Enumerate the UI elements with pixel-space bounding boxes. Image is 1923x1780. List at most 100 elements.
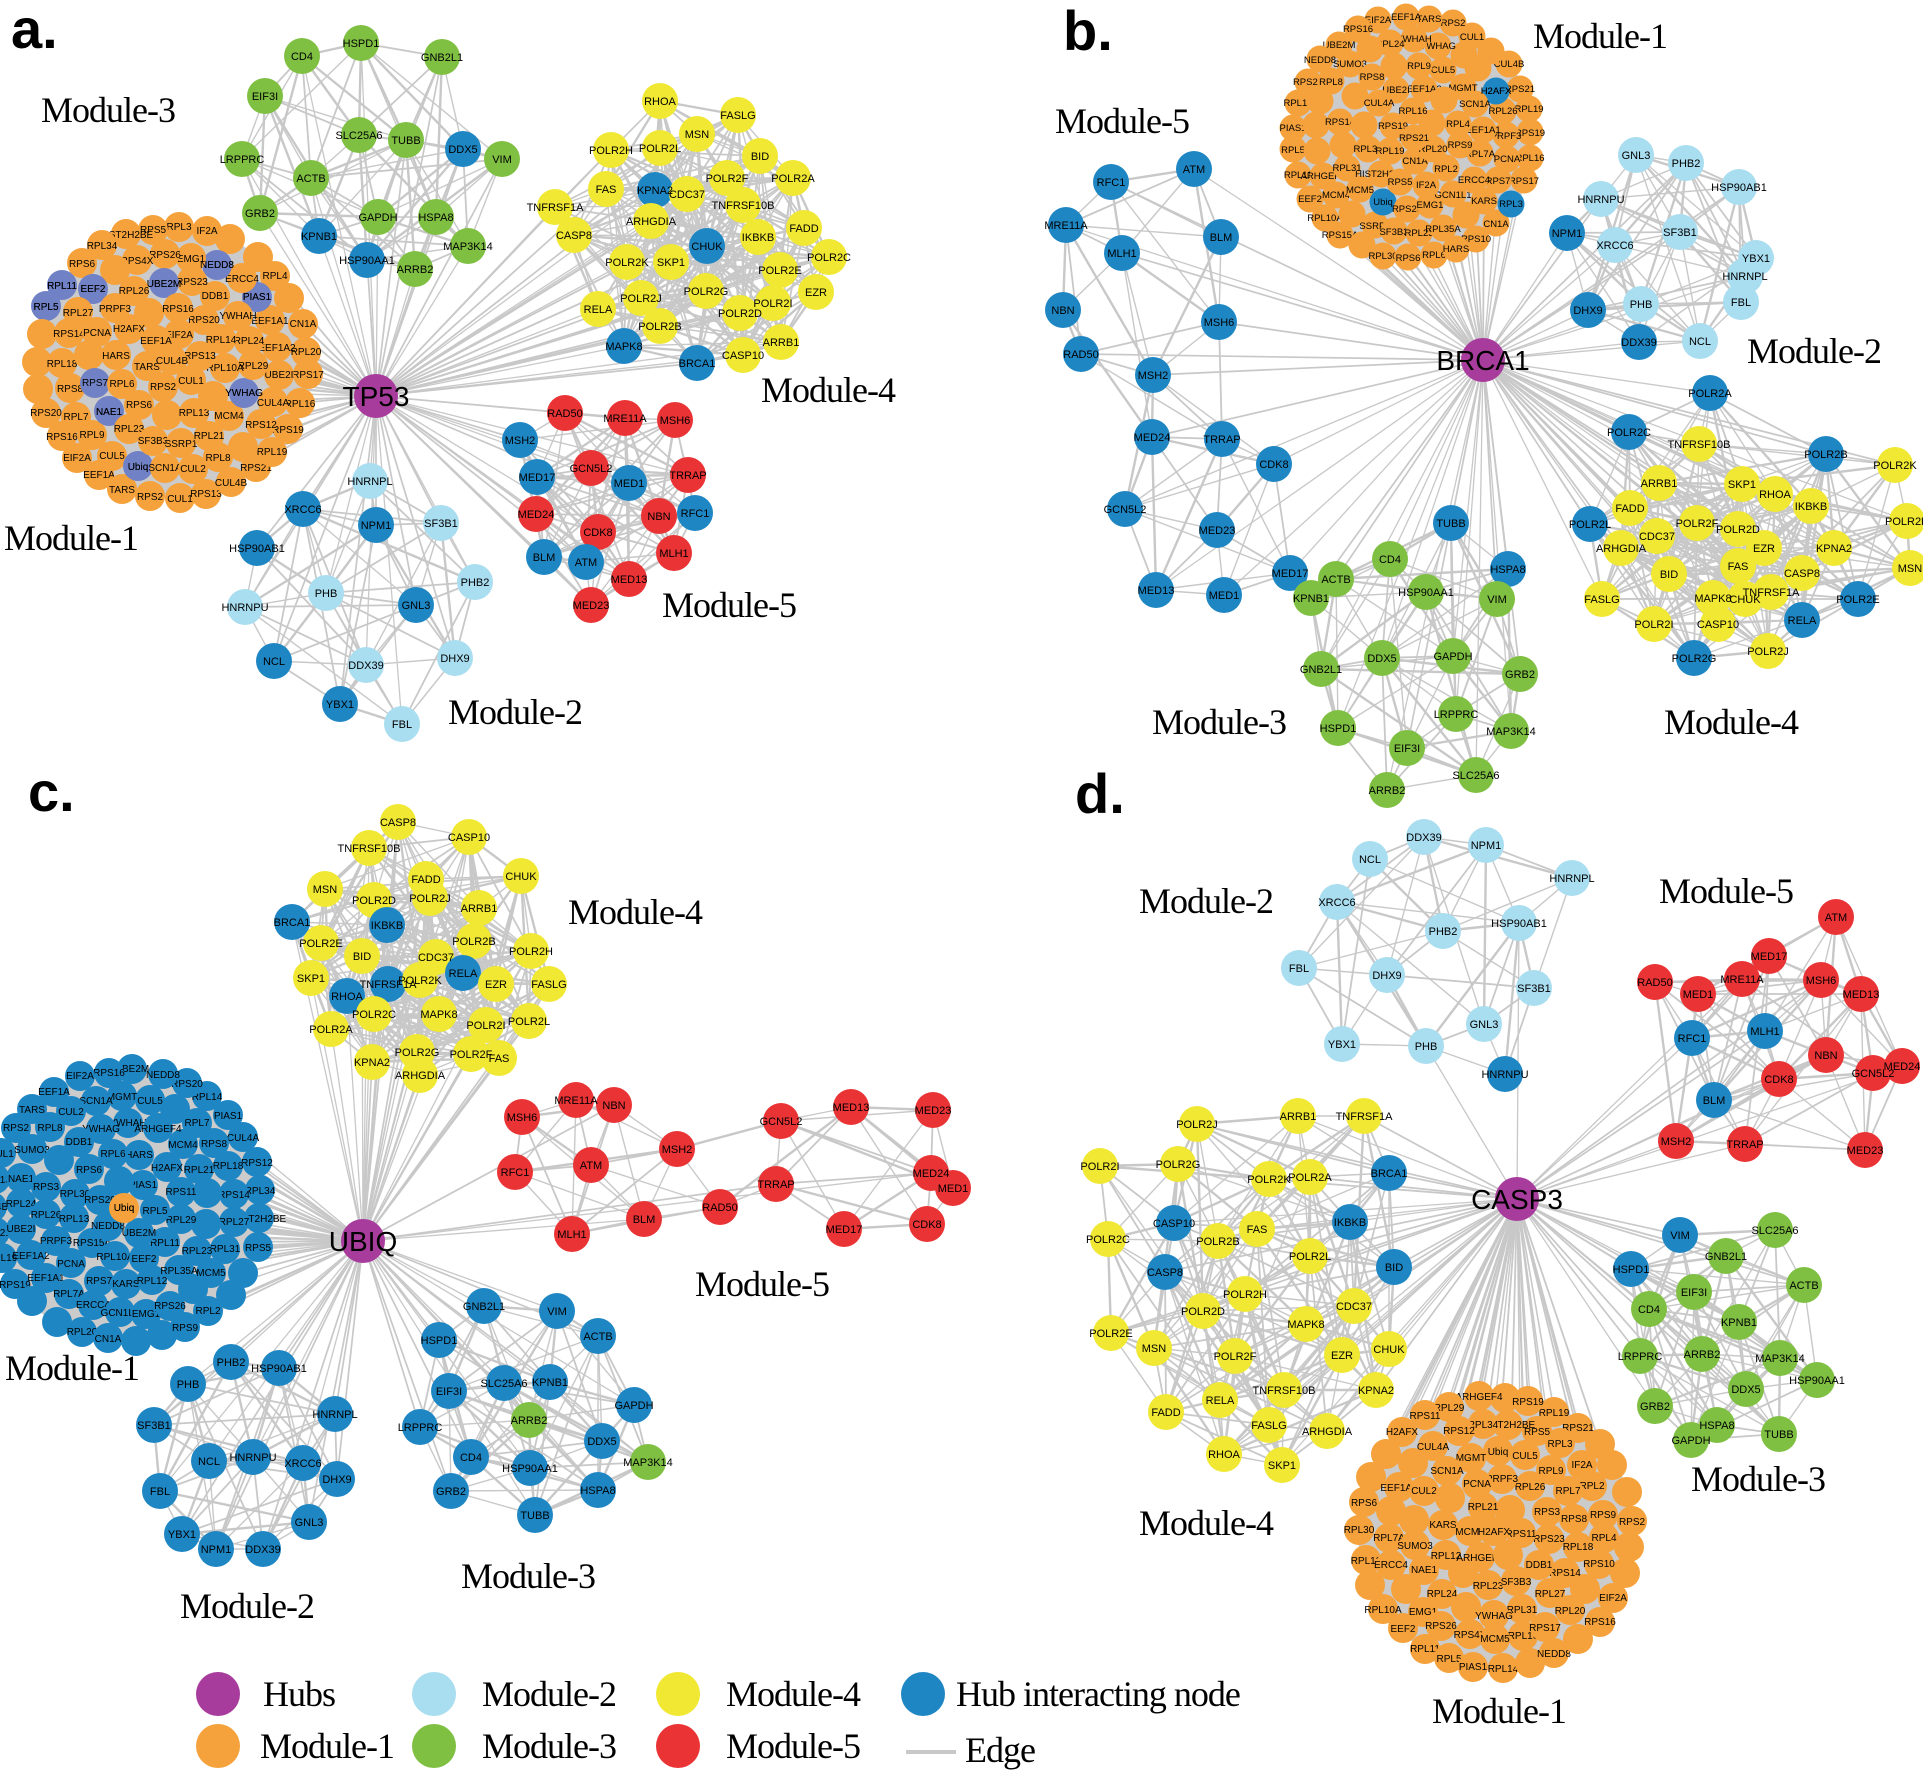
svg-text:RPL14: RPL14 xyxy=(192,1092,223,1103)
svg-text:CN1A: CN1A xyxy=(1483,219,1509,230)
svg-text:RPL34: RPL34 xyxy=(1468,1420,1499,1431)
svg-text:RPS13: RPS13 xyxy=(184,351,216,362)
svg-text:HNRNPU: HNRNPU xyxy=(1481,1069,1528,1081)
svg-text:RPL19: RPL19 xyxy=(1514,104,1543,115)
svg-text:RPL8: RPL8 xyxy=(205,453,230,464)
svg-text:POLR2H: POLR2H xyxy=(1885,516,1923,528)
svg-text:RPL18: RPL18 xyxy=(213,1161,244,1172)
svg-text:RPL21: RPL21 xyxy=(1468,1502,1499,1513)
svg-text:MSN: MSN xyxy=(1898,563,1923,575)
svg-text:RPL35A: RPL35A xyxy=(1425,224,1461,235)
svg-text:RPL21: RPL21 xyxy=(194,431,225,442)
svg-text:CD4: CD4 xyxy=(1638,1304,1660,1316)
svg-text:SF3B3: SF3B3 xyxy=(1379,227,1408,238)
svg-text:POLR2G: POLR2G xyxy=(1672,653,1717,665)
svg-text:RPS3: RPS3 xyxy=(33,1182,60,1193)
svg-text:EIF3I: EIF3I xyxy=(252,91,278,103)
svg-text:RPS19: RPS19 xyxy=(0,1280,31,1291)
svg-text:PRPF3: PRPF3 xyxy=(40,1236,73,1247)
svg-text:HSP90AA1: HSP90AA1 xyxy=(339,255,395,267)
svg-text:EEF1A: EEF1A xyxy=(1391,12,1422,23)
svg-text:EEF1A: EEF1A xyxy=(38,1087,70,1098)
svg-text:RPL26: RPL26 xyxy=(1515,1482,1546,1493)
svg-text:MRE11A: MRE11A xyxy=(554,1095,598,1107)
svg-text:RPL16: RPL16 xyxy=(1508,1631,1539,1642)
svg-text:TRRAP: TRRAP xyxy=(1203,434,1240,446)
svg-text:POLR2D: POLR2D xyxy=(1181,1306,1225,1318)
svg-text:POLR2K: POLR2K xyxy=(605,257,649,269)
svg-text:IKBKB: IKBKB xyxy=(1795,501,1827,513)
svg-text:POLR2F: POLR2F xyxy=(706,173,749,185)
svg-text:MAPK8: MAPK8 xyxy=(1287,1319,1324,1331)
svg-text:YBX1: YBX1 xyxy=(326,699,354,711)
svg-text:NAE1: NAE1 xyxy=(1411,1565,1438,1576)
svg-text:RPS5: RPS5 xyxy=(1524,1427,1551,1438)
svg-text:ARHGEF4: ARHGEF4 xyxy=(1455,1392,1503,1403)
svg-text:POLR2I: POLR2I xyxy=(1634,619,1673,631)
svg-text:HSP90AA1: HSP90AA1 xyxy=(1789,1375,1845,1387)
svg-text:H2AFX: H2AFX xyxy=(151,1163,184,1174)
svg-text:DDX39: DDX39 xyxy=(245,1544,280,1556)
svg-text:IKBKB: IKBKB xyxy=(371,920,403,932)
svg-text:RPS26: RPS26 xyxy=(1425,1621,1457,1632)
svg-text:Module-3: Module-3 xyxy=(482,1726,616,1766)
svg-text:Ubiq: Ubiq xyxy=(1373,197,1393,208)
svg-text:PHB: PHB xyxy=(1415,1041,1438,1053)
svg-text:POLR2E: POLR2E xyxy=(1836,594,1879,606)
svg-text:MCM5: MCM5 xyxy=(196,1268,226,1279)
svg-text:PRPF3: PRPF3 xyxy=(1486,1474,1519,1485)
svg-text:DDX5: DDX5 xyxy=(448,144,477,156)
svg-text:IKBKB: IKBKB xyxy=(1334,1217,1366,1229)
svg-text:CUL4B: CUL4B xyxy=(1494,59,1525,70)
svg-text:MCM4: MCM4 xyxy=(168,1140,198,1151)
svg-text:PIAS1: PIAS1 xyxy=(243,292,272,303)
svg-text:RPL14: RPL14 xyxy=(1488,1664,1519,1675)
svg-text:TNFRSF10B: TNFRSF10B xyxy=(1668,439,1731,451)
svg-text:RHOA: RHOA xyxy=(1208,1449,1240,1461)
svg-text:RPL18: RPL18 xyxy=(1563,1542,1594,1553)
svg-text:ARHGDIA: ARHGDIA xyxy=(1302,1426,1353,1438)
svg-text:MED13: MED13 xyxy=(1843,989,1880,1001)
svg-text:POLR2L: POLR2L xyxy=(639,143,681,155)
svg-text:HNRNPL: HNRNPL xyxy=(347,476,392,488)
svg-text:PCNA: PCNA xyxy=(57,1259,85,1270)
svg-text:FAS: FAS xyxy=(489,1053,510,1065)
svg-text:KPNA2: KPNA2 xyxy=(354,1057,390,1069)
svg-text:GNL3: GNL3 xyxy=(295,1517,324,1529)
svg-text:FASLG: FASLG xyxy=(720,110,755,122)
svg-text:POLR2B: POLR2B xyxy=(452,936,495,948)
svg-text:SUMO3: SUMO3 xyxy=(1397,1541,1433,1552)
svg-text:RPS16: RPS16 xyxy=(162,304,194,315)
svg-text:RPL9: RPL9 xyxy=(79,430,104,441)
svg-text:NEDD8: NEDD8 xyxy=(200,260,234,271)
svg-text:HSPA8: HSPA8 xyxy=(580,1485,615,1497)
svg-text:EEF2: EEF2 xyxy=(1298,194,1322,205)
svg-text:RPS20: RPS20 xyxy=(171,1079,203,1090)
svg-text:MAP3K14: MAP3K14 xyxy=(1755,1353,1805,1365)
svg-text:POLR2H: POLR2H xyxy=(589,145,633,157)
svg-text:POLR2L: POLR2L xyxy=(1289,1251,1331,1263)
svg-text:RPS23: RPS23 xyxy=(176,277,208,288)
svg-text:HSP90AA1: HSP90AA1 xyxy=(1398,587,1454,599)
svg-text:RPL13: RPL13 xyxy=(179,408,210,419)
svg-text:XRCC6: XRCC6 xyxy=(1596,240,1633,252)
svg-text:POLR2A: POLR2A xyxy=(1288,1172,1332,1184)
svg-text:EEF1A: EEF1A xyxy=(83,470,115,481)
svg-text:CDC37: CDC37 xyxy=(418,952,454,964)
svg-text:CUL4B: CUL4B xyxy=(156,356,189,367)
svg-text:PIAS1: PIAS1 xyxy=(1459,1662,1488,1673)
svg-text:RPS5: RPS5 xyxy=(245,1243,272,1254)
svg-text:RPL7A: RPL7A xyxy=(1373,1533,1405,1544)
svg-text:RPL3: RPL3 xyxy=(1499,199,1523,210)
svg-text:ATM: ATM xyxy=(1825,912,1847,924)
svg-text:RHOA: RHOA xyxy=(644,96,676,108)
svg-text:HARS: HARS xyxy=(125,1150,153,1161)
svg-text:MED23: MED23 xyxy=(573,600,610,612)
svg-text:a.: a. xyxy=(11,0,58,60)
svg-text:UBE2M: UBE2M xyxy=(115,1064,149,1075)
svg-text:DDX39: DDX39 xyxy=(1621,337,1656,349)
svg-text:EZR: EZR xyxy=(1331,1350,1353,1362)
svg-text:MSN: MSN xyxy=(1142,1343,1167,1355)
svg-text:RPL30: RPL30 xyxy=(1344,1525,1375,1536)
svg-text:RPL16: RPL16 xyxy=(285,399,316,410)
